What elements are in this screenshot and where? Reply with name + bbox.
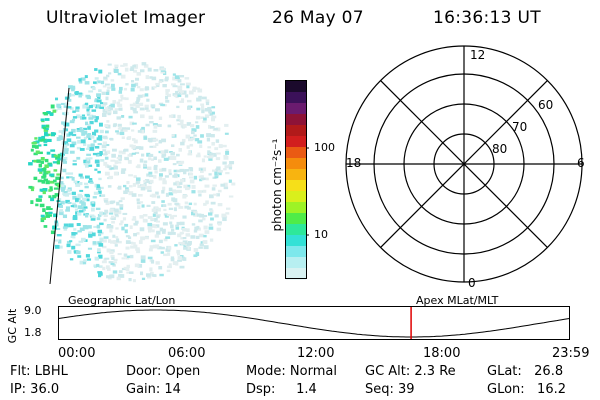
image-date: 26 May 07 xyxy=(272,8,364,28)
mlt-label-12: 12 xyxy=(470,48,486,62)
status-mode: Mode: Normal xyxy=(246,364,337,379)
mlt-label-6: 6 xyxy=(577,156,585,170)
status-door: Door: Open xyxy=(126,364,201,379)
timeline-ylabel: GC Alt xyxy=(6,308,19,344)
status-glon: GLon: 16.2 xyxy=(487,382,567,397)
status-glat: GLat: 26.8 xyxy=(487,364,564,379)
status-gain: Gain: 14 xyxy=(126,382,181,397)
status-filter: Flt: LBHL xyxy=(10,364,68,379)
timeline-xtick-2359: 23:59 xyxy=(552,346,590,361)
mlat-label-60: 60 xyxy=(538,98,554,112)
mlt-label-18: 18 xyxy=(346,156,362,170)
timeline-ytick-1-8: 1.8 xyxy=(24,326,42,339)
timeline-ytick-9: 9.0 xyxy=(24,304,42,317)
timeline-xtick-0600: 06:00 xyxy=(168,346,206,361)
auroral-image xyxy=(28,62,236,285)
terminator-line xyxy=(49,87,70,285)
mlt-label-0: 0 xyxy=(468,276,476,290)
altitude-curve xyxy=(58,309,570,338)
status-seq: Seq: 39 xyxy=(365,382,415,397)
polar-plot xyxy=(345,45,583,283)
timeline-left-title: Geographic Lat/Lon xyxy=(68,294,176,307)
colorbar-tick-10: 10 xyxy=(314,228,328,241)
timeline-xtick-0000: 00:00 xyxy=(58,346,96,361)
status-dsp: Dsp: 1.4 xyxy=(246,382,317,397)
status-ip: IP: 36.0 xyxy=(10,382,60,397)
timeline-xtick-1200: 12:00 xyxy=(297,346,335,361)
timeline-right-title: Apex MLat/MLT xyxy=(416,294,499,307)
colorbar-unit-label: photon cm⁻²s⁻¹ xyxy=(270,138,284,232)
instrument-title: Ultraviolet Imager xyxy=(46,8,206,28)
colorbar-tick-100: 100 xyxy=(314,141,335,154)
status-gc-alt: GC Alt: 2.3 Re xyxy=(365,364,456,379)
altitude-timeline xyxy=(58,306,570,340)
image-time: 16:36:13 UT xyxy=(433,8,541,28)
mlat-label-70: 70 xyxy=(512,120,528,134)
mlat-label-80: 80 xyxy=(492,142,508,156)
colorbar xyxy=(285,80,309,280)
timeline-xtick-1800: 18:00 xyxy=(423,346,461,361)
